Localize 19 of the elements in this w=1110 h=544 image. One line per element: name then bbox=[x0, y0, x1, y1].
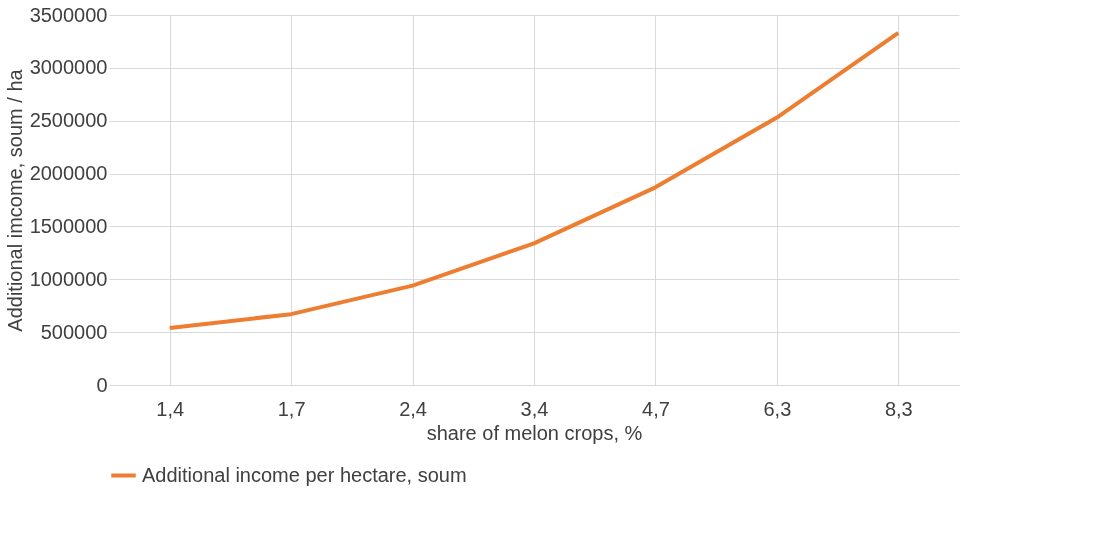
x-tick-label: 1,4 bbox=[156, 397, 185, 420]
y-tick-label: 3500000 bbox=[29, 3, 108, 26]
y-tick-label: 500000 bbox=[40, 320, 108, 343]
x-tick-label: 4,7 bbox=[642, 397, 670, 420]
y-tick-label: 2500000 bbox=[29, 109, 108, 132]
x-tick-label: 3,4 bbox=[520, 397, 549, 420]
y-axis-title: Additional imcome, soum / ha bbox=[3, 68, 26, 332]
line-series bbox=[167, 30, 901, 330]
x-tick-label: 1,7 bbox=[277, 397, 306, 420]
x-tick-label: 6,3 bbox=[763, 397, 792, 420]
x-tick-label: 2,4 bbox=[399, 397, 427, 420]
y-tick-label: 1000000 bbox=[29, 267, 108, 290]
y-tick-label: 3000000 bbox=[29, 56, 108, 79]
legend-label: Additional income per hectare, soum bbox=[142, 463, 467, 486]
y-tick-label: 0 bbox=[96, 373, 108, 396]
x-axis-title: share of melon crops, % bbox=[426, 421, 643, 444]
y-tick-label: 1500000 bbox=[29, 214, 108, 237]
x-tick-label: 8,3 bbox=[884, 397, 913, 420]
y-tick-label: 2000000 bbox=[29, 162, 108, 185]
